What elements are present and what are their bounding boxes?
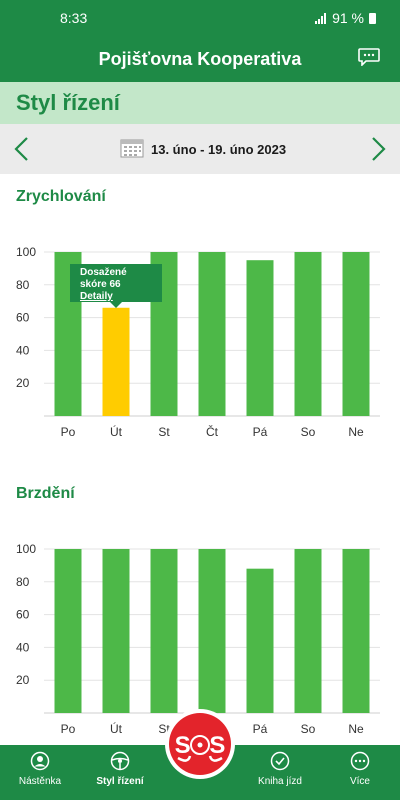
x-tick-label: So xyxy=(301,722,316,736)
braking-chart-title: Brzdění xyxy=(16,485,75,502)
bar[interactable] xyxy=(198,549,226,713)
nav-item-driving-style[interactable]: Styl řízení xyxy=(80,745,160,800)
page-title: Styl řízení xyxy=(16,90,120,115)
section-header: Styl řízení xyxy=(0,82,400,124)
chevron-left-icon[interactable] xyxy=(12,136,32,162)
x-tick-label: Po xyxy=(61,722,76,736)
nav-label-driving-style: Styl řízení xyxy=(96,776,144,787)
y-tick-label: 40 xyxy=(16,640,30,654)
bar[interactable] xyxy=(342,549,370,713)
y-tick-label: 80 xyxy=(16,575,30,589)
date-navigation: 13. úno - 19. úno 2023 xyxy=(0,124,400,174)
x-tick-label: St xyxy=(158,425,170,439)
tooltip-line-1: Dosažené xyxy=(80,267,127,278)
steering-wheel-icon xyxy=(110,751,130,771)
date-range[interactable]: 13. úno - 19. úno 2023 xyxy=(151,142,287,157)
signal-icon xyxy=(315,12,327,24)
tooltip-line-2: skóre 66 xyxy=(80,279,121,290)
bar[interactable] xyxy=(342,252,370,416)
bar[interactable] xyxy=(294,549,322,713)
y-tick-label: 100 xyxy=(16,245,36,259)
x-tick-label: So xyxy=(301,425,316,439)
bar[interactable] xyxy=(246,568,274,713)
bar[interactable] xyxy=(246,260,274,416)
y-tick-label: 80 xyxy=(16,278,30,292)
bar[interactable] xyxy=(198,252,226,416)
x-tick-label: Pá xyxy=(253,425,268,439)
more-icon xyxy=(350,751,370,771)
battery-percentage: 91 % xyxy=(332,10,364,26)
calendar-icon[interactable] xyxy=(120,138,144,158)
app-title: Pojišťovna Kooperativa xyxy=(98,49,302,69)
nav-label-more: Více xyxy=(349,776,370,787)
nav-item-more[interactable]: Více xyxy=(320,745,400,800)
bar[interactable] xyxy=(102,307,130,416)
bar[interactable] xyxy=(150,549,178,713)
y-tick-label: 40 xyxy=(16,343,30,357)
nav-item-dashboard[interactable]: Nástěnka xyxy=(0,745,80,800)
status-indicators: 91 % xyxy=(315,10,376,26)
check-circle-icon xyxy=(270,751,290,771)
wrench-icon xyxy=(177,755,223,762)
x-tick-label: Út xyxy=(110,424,123,439)
y-tick-label: 60 xyxy=(16,311,30,325)
bar[interactable] xyxy=(102,549,130,713)
y-tick-label: 20 xyxy=(16,376,30,390)
bar[interactable] xyxy=(54,549,82,713)
x-tick-label: Čt xyxy=(206,424,219,439)
score-tooltip: Dosažené skóre 66 Detaily xyxy=(70,264,162,302)
tooltip-pointer xyxy=(110,302,122,308)
y-tick-label: 60 xyxy=(16,608,30,622)
status-bar: 8:33 91 % xyxy=(0,0,400,34)
x-tick-label: Út xyxy=(110,721,123,736)
x-tick-label: Ne xyxy=(348,425,364,439)
nav-item-logbook[interactable]: Kniha jízd xyxy=(240,745,320,800)
y-tick-label: 100 xyxy=(16,542,36,556)
y-tick-label: 20 xyxy=(16,673,30,687)
chevron-right-icon[interactable] xyxy=(368,136,388,162)
bar[interactable] xyxy=(294,252,322,416)
status-time: 8:33 xyxy=(60,10,88,26)
acceleration-chart-title: Zrychlování xyxy=(16,188,106,205)
person-icon xyxy=(30,751,50,771)
acceleration-chart: 20 40 60 80 100 Po Út St Čt Pá So Ne xyxy=(16,245,380,439)
app-header: Pojišťovna Kooperativa xyxy=(0,34,400,82)
x-tick-label: Ne xyxy=(348,722,364,736)
chat-icon[interactable] xyxy=(358,48,380,66)
nav-label-dashboard: Nástěnka xyxy=(18,776,62,787)
details-link[interactable]: Detaily xyxy=(80,291,113,302)
battery-icon xyxy=(369,12,376,24)
x-tick-label: Po xyxy=(61,425,76,439)
sos-button[interactable]: SOS xyxy=(164,708,236,780)
x-tick-label: Pá xyxy=(253,722,268,736)
nav-label-logbook: Kniha jízd xyxy=(258,776,302,787)
